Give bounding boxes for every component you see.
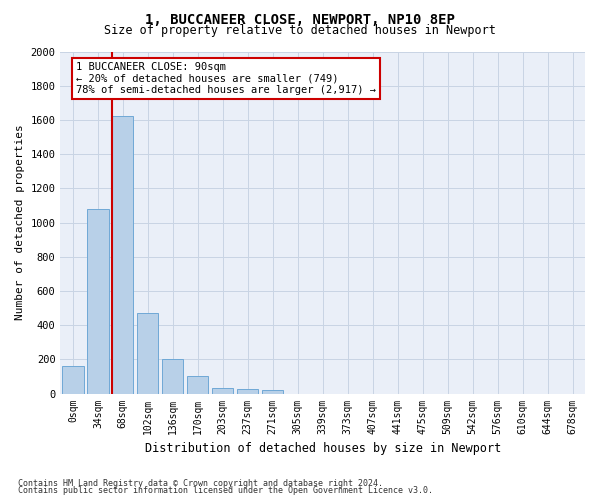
- Bar: [137, 313, 158, 394]
- Bar: [187, 376, 208, 394]
- Text: Contains HM Land Registry data © Crown copyright and database right 2024.: Contains HM Land Registry data © Crown c…: [18, 478, 383, 488]
- Bar: [237, 390, 259, 394]
- Bar: [162, 360, 184, 394]
- Bar: [112, 116, 133, 394]
- Bar: [262, 390, 283, 394]
- Y-axis label: Number of detached properties: Number of detached properties: [15, 124, 25, 320]
- Text: Size of property relative to detached houses in Newport: Size of property relative to detached ho…: [104, 24, 496, 37]
- Bar: [87, 209, 109, 394]
- Text: 1, BUCCANEER CLOSE, NEWPORT, NP10 8EP: 1, BUCCANEER CLOSE, NEWPORT, NP10 8EP: [145, 12, 455, 26]
- Bar: [62, 366, 83, 394]
- Title: 1, BUCCANEER CLOSE, NEWPORT, NP10 8EP
Size of property relative to detached hous: 1, BUCCANEER CLOSE, NEWPORT, NP10 8EP Si…: [0, 499, 1, 500]
- X-axis label: Distribution of detached houses by size in Newport: Distribution of detached houses by size …: [145, 442, 501, 455]
- Text: Contains public sector information licensed under the Open Government Licence v3: Contains public sector information licen…: [18, 486, 433, 495]
- Bar: [212, 388, 233, 394]
- Text: 1 BUCCANEER CLOSE: 90sqm
← 20% of detached houses are smaller (749)
78% of semi-: 1 BUCCANEER CLOSE: 90sqm ← 20% of detach…: [76, 62, 376, 95]
